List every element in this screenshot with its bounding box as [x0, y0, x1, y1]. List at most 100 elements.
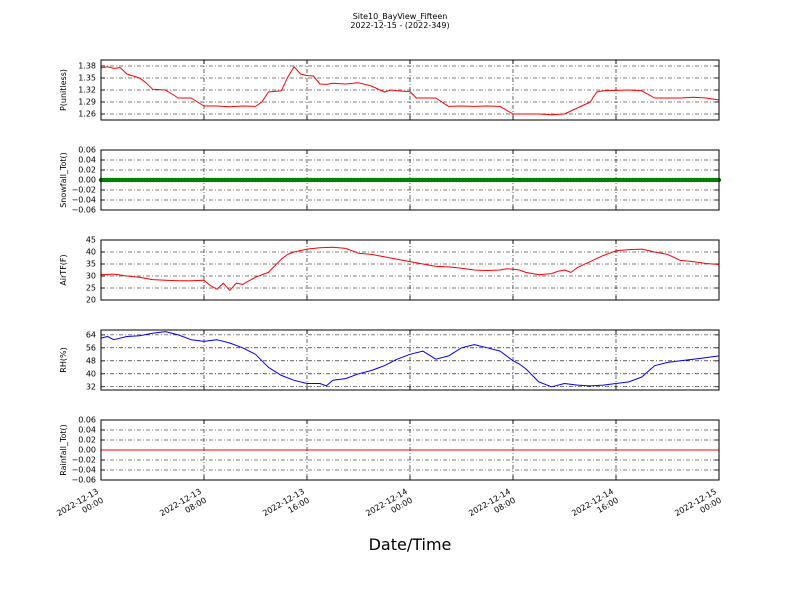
- data-point: [553, 177, 558, 183]
- data-point: [522, 177, 527, 183]
- data-point: [451, 177, 456, 183]
- data-point: [475, 177, 481, 183]
- data-point: [704, 177, 709, 183]
- data-point: [509, 177, 515, 183]
- data-point: [296, 177, 301, 183]
- y-tick-label: 0.04: [78, 426, 96, 435]
- y-axis-label: AirTF(F): [59, 254, 68, 285]
- data-point: [154, 177, 159, 183]
- data-point: [401, 177, 407, 183]
- y-axis-label: Snowfall_Tot(): [59, 152, 68, 208]
- data-point: [210, 177, 215, 183]
- data-point: [413, 177, 419, 183]
- data-point: [120, 177, 125, 183]
- data-point: [633, 177, 638, 183]
- data-point: [240, 177, 246, 183]
- data-point: [519, 177, 524, 183]
- y-tick-label: 1.38: [78, 62, 96, 71]
- data-point: [655, 177, 660, 183]
- y-tick-label: 0.02: [78, 166, 96, 175]
- data-point: [216, 177, 221, 183]
- data-point: [417, 177, 422, 183]
- data-point: [583, 177, 589, 183]
- data-point: [426, 177, 431, 183]
- data-point: [256, 177, 261, 183]
- data-point: [460, 177, 465, 183]
- data-point: [645, 177, 651, 183]
- data-point: [602, 177, 607, 183]
- data-point: [247, 177, 252, 183]
- y-axis-label: RH(%): [59, 347, 68, 372]
- data-point: [234, 177, 240, 183]
- data-point: [386, 177, 391, 183]
- data-point: [596, 177, 601, 183]
- data-point: [315, 177, 320, 183]
- data-point: [126, 177, 132, 183]
- data-point: [237, 177, 243, 183]
- data-point: [617, 177, 623, 183]
- y-tick-label: 0.04: [78, 156, 96, 165]
- data-point: [203, 177, 209, 183]
- data-point: [271, 177, 277, 183]
- data-point: [636, 177, 641, 183]
- data-point: [358, 177, 363, 183]
- data-point: [185, 177, 190, 183]
- data-point: [194, 177, 199, 183]
- y-axis-label: P(unitless): [59, 69, 68, 111]
- data-point: [497, 177, 502, 183]
- data-point: [169, 177, 175, 183]
- data-point: [614, 177, 620, 183]
- data-point: [376, 177, 382, 183]
- data-point: [166, 177, 172, 183]
- data-point: [710, 177, 716, 183]
- data-point: [494, 177, 499, 183]
- data-point: [590, 177, 595, 183]
- y-axis-label: Rainfall_Tot(): [59, 424, 68, 476]
- y-tick-label: 0.00: [78, 176, 96, 185]
- data-point: [111, 177, 116, 183]
- y-tick-label: 1.29: [78, 98, 96, 107]
- data-point: [398, 177, 403, 183]
- data-point: [123, 177, 128, 183]
- data-point: [515, 177, 521, 183]
- data-point: [528, 177, 533, 183]
- panel-frame: [100, 149, 720, 211]
- data-point: [447, 177, 453, 183]
- data-point: [379, 177, 385, 183]
- y-tick-label: 1.32: [78, 86, 96, 95]
- data-point: [642, 177, 648, 183]
- data-point: [503, 177, 508, 183]
- y-tick-label: 1.35: [78, 74, 96, 83]
- chart-title: Site10_BayView_Fifteen: [352, 12, 448, 21]
- data-point: [383, 177, 388, 183]
- data-point: [463, 177, 468, 183]
- data-point: [392, 177, 397, 183]
- data-point: [172, 177, 178, 183]
- y-tick-label: 40: [86, 248, 96, 257]
- data-point: [407, 177, 413, 183]
- data-point: [608, 177, 614, 183]
- data-point: [667, 177, 672, 183]
- data-point: [274, 177, 280, 183]
- data-point: [324, 177, 329, 183]
- data-point: [151, 177, 156, 183]
- data-point: [176, 177, 181, 183]
- data-point: [355, 177, 360, 183]
- data-point: [587, 177, 592, 183]
- panel-frame: [100, 419, 720, 481]
- y-tick-label: −0.04: [71, 466, 96, 475]
- data-point: [268, 177, 274, 183]
- data-point: [327, 177, 332, 183]
- data-point: [367, 177, 373, 183]
- data-point: [101, 177, 107, 183]
- data-point: [685, 177, 691, 183]
- data-point: [577, 177, 583, 183]
- series-line: [100, 66, 720, 116]
- data-point: [206, 177, 212, 183]
- data-point: [546, 177, 552, 183]
- data-point: [537, 177, 542, 183]
- data-point: [321, 177, 326, 183]
- data-point: [698, 177, 703, 183]
- data-point: [104, 177, 110, 183]
- data-point: [559, 177, 564, 183]
